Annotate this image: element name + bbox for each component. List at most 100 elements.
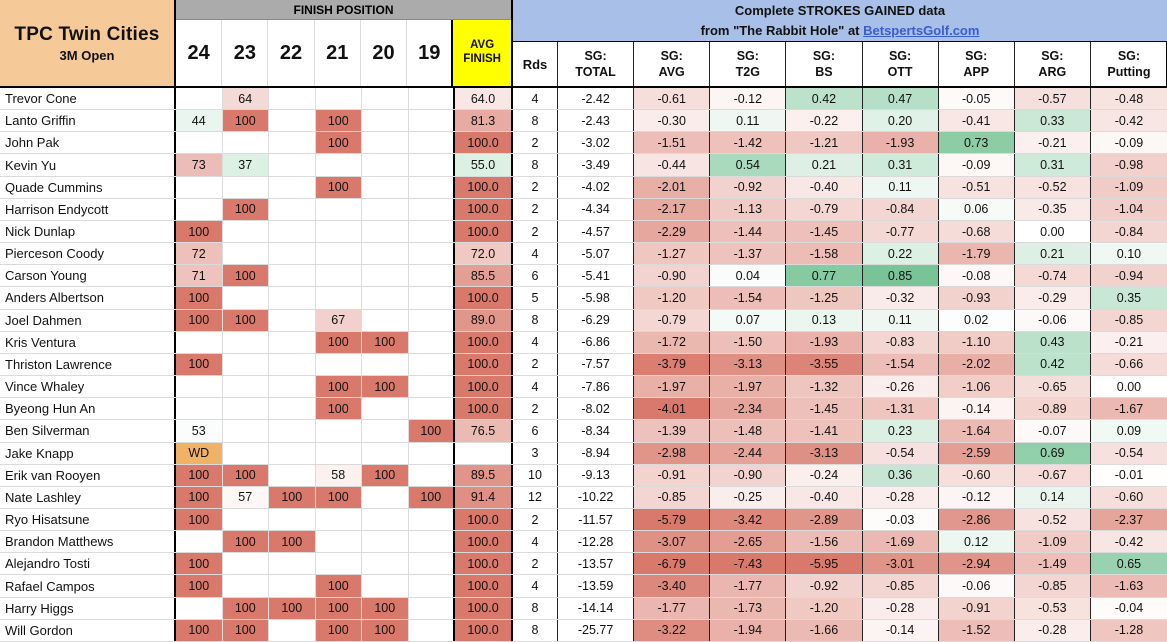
finish-cell-20[interactable] [362, 309, 409, 331]
finish-cell-20[interactable] [362, 243, 409, 265]
sg-bs-cell[interactable]: -0.24 [786, 464, 863, 486]
sg-avg-cell[interactable]: -2.01 [634, 176, 711, 198]
sg-app-cell[interactable]: -1.10 [938, 331, 1015, 353]
avg-finish-cell[interactable]: 100.0 [455, 398, 513, 420]
finish-cell-21[interactable]: 100 [315, 331, 362, 353]
finish-cell-19[interactable] [408, 575, 455, 597]
finish-cell-21[interactable]: 100 [315, 110, 362, 132]
finish-cell-21[interactable] [315, 353, 362, 376]
rounds-cell[interactable]: 8 [513, 110, 558, 132]
finish-cell-22[interactable] [269, 575, 316, 597]
sg-putting-cell[interactable]: 0.09 [1090, 420, 1167, 442]
finish-cell-19[interactable] [408, 287, 455, 309]
column-header-bs[interactable]: SG: BS [786, 42, 863, 86]
sg-arg-cell[interactable]: -1.09 [1014, 531, 1091, 553]
player-name[interactable]: Kevin Yu [0, 154, 176, 176]
sg-arg-cell[interactable]: -0.28 [1014, 619, 1091, 641]
finish-cell-22[interactable] [269, 553, 316, 575]
finish-cell-24[interactable]: 71 [176, 265, 223, 287]
finish-cell-19[interactable] [408, 220, 455, 243]
column-header-avg[interactable]: SG: AVG [634, 42, 711, 86]
finish-cell-21[interactable] [315, 553, 362, 575]
sg-t2g-cell[interactable]: -2.65 [710, 531, 787, 553]
sg-ott-cell[interactable]: -0.85 [862, 575, 939, 597]
finish-cell-24[interactable]: 72 [176, 243, 223, 265]
rounds-cell[interactable]: 4 [513, 376, 558, 398]
finish-cell-21[interactable] [315, 442, 362, 464]
finish-cell-21[interactable] [315, 198, 362, 220]
finish-cell-19[interactable] [408, 110, 455, 132]
player-name[interactable]: John Pak [0, 132, 176, 154]
player-name[interactable]: Jake Knapp [0, 442, 176, 464]
finish-cell-24[interactable] [176, 88, 223, 110]
finish-cell-23[interactable]: 64 [222, 88, 269, 110]
sg-app-cell[interactable]: -1.06 [938, 376, 1015, 398]
finish-cell-19[interactable] [408, 619, 455, 641]
sg-total-cell[interactable]: -5.98 [558, 287, 635, 309]
finish-cell-21[interactable]: 100 [315, 575, 362, 597]
finish-cell-23[interactable]: 100 [222, 619, 269, 641]
sg-app-cell[interactable]: -0.60 [938, 464, 1015, 486]
finish-cell-20[interactable] [362, 198, 409, 220]
sg-total-cell[interactable]: -3.02 [558, 132, 635, 154]
avg-finish-cell[interactable]: 81.3 [455, 110, 513, 132]
rounds-cell[interactable]: 2 [513, 553, 558, 575]
sg-arg-cell[interactable]: -0.67 [1014, 464, 1091, 486]
betsperts-link[interactable]: BetspertsGolf.com [863, 22, 980, 38]
sg-arg-cell[interactable]: -0.74 [1014, 265, 1091, 287]
sg-total-cell[interactable]: -10.22 [558, 486, 635, 508]
finish-cell-23[interactable]: 100 [222, 531, 269, 553]
finish-cell-24[interactable]: 100 [176, 553, 223, 575]
avg-finish-cell[interactable]: 76.5 [455, 420, 513, 442]
sg-arg-cell[interactable]: -0.07 [1014, 420, 1091, 442]
player-name[interactable]: Vince Whaley [0, 376, 176, 398]
avg-finish-cell[interactable]: 64.0 [455, 88, 513, 110]
sg-t2g-cell[interactable]: -2.34 [710, 398, 787, 420]
avg-finish-cell[interactable]: 100.0 [455, 376, 513, 398]
finish-cell-20[interactable] [362, 420, 409, 442]
player-name[interactable]: Nate Lashley [0, 486, 176, 508]
rounds-cell[interactable]: 2 [513, 353, 558, 376]
finish-cell-21[interactable]: 100 [315, 376, 362, 398]
rounds-cell[interactable]: 6 [513, 420, 558, 442]
finish-cell-20[interactable] [362, 575, 409, 597]
finish-cell-23[interactable]: 100 [222, 464, 269, 486]
finish-cell-23[interactable] [222, 353, 269, 376]
finish-cell-23[interactable] [222, 575, 269, 597]
rounds-cell[interactable]: 8 [513, 154, 558, 176]
column-header-putting[interactable]: SG: Putting [1107, 48, 1151, 79]
rounds-cell[interactable]: 2 [513, 398, 558, 420]
sg-total-cell[interactable]: -4.34 [558, 198, 635, 220]
sg-t2g-cell[interactable]: -3.13 [710, 353, 787, 376]
player-name[interactable]: Ben Silverman [0, 420, 176, 442]
sg-t2g-cell[interactable]: -1.94 [710, 619, 787, 641]
finish-cell-21[interactable] [315, 420, 362, 442]
sg-bs-cell[interactable]: -1.25 [786, 287, 863, 309]
finish-cell-19[interactable]: 100 [408, 420, 455, 442]
avg-finish-cell[interactable]: 100.0 [455, 287, 513, 309]
finish-cell-19[interactable] [408, 176, 455, 198]
finish-cell-21[interactable] [315, 287, 362, 309]
finish-year-header-21[interactable]: 21 [315, 20, 361, 86]
sg-putting-cell[interactable]: -0.01 [1090, 464, 1167, 486]
finish-cell-23[interactable]: 37 [222, 154, 269, 176]
finish-cell-24[interactable]: 44 [176, 110, 223, 132]
sg-avg-cell[interactable]: -1.97 [634, 376, 711, 398]
finish-cell-22[interactable] [269, 243, 316, 265]
finish-cell-22[interactable] [269, 398, 316, 420]
finish-cell-22[interactable] [269, 464, 316, 486]
sg-ott-cell[interactable]: -0.28 [862, 597, 939, 619]
rounds-cell[interactable]: 2 [513, 198, 558, 220]
finish-cell-20[interactable] [362, 176, 409, 198]
sg-app-cell[interactable]: 0.12 [938, 531, 1015, 553]
sg-arg-cell[interactable]: 0.69 [1014, 442, 1091, 464]
finish-cell-23[interactable]: 57 [222, 486, 269, 508]
sg-app-cell[interactable]: -0.12 [938, 486, 1015, 508]
sg-avg-cell[interactable]: -2.29 [634, 220, 711, 243]
sg-arg-cell[interactable]: -0.52 [1014, 508, 1091, 531]
sg-t2g-cell[interactable]: -0.12 [710, 88, 787, 110]
sg-ott-cell[interactable]: -0.83 [862, 331, 939, 353]
sg-t2g-cell[interactable]: -2.44 [710, 442, 787, 464]
finish-cell-23[interactable]: 100 [222, 597, 269, 619]
rounds-cell[interactable]: 6 [513, 265, 558, 287]
